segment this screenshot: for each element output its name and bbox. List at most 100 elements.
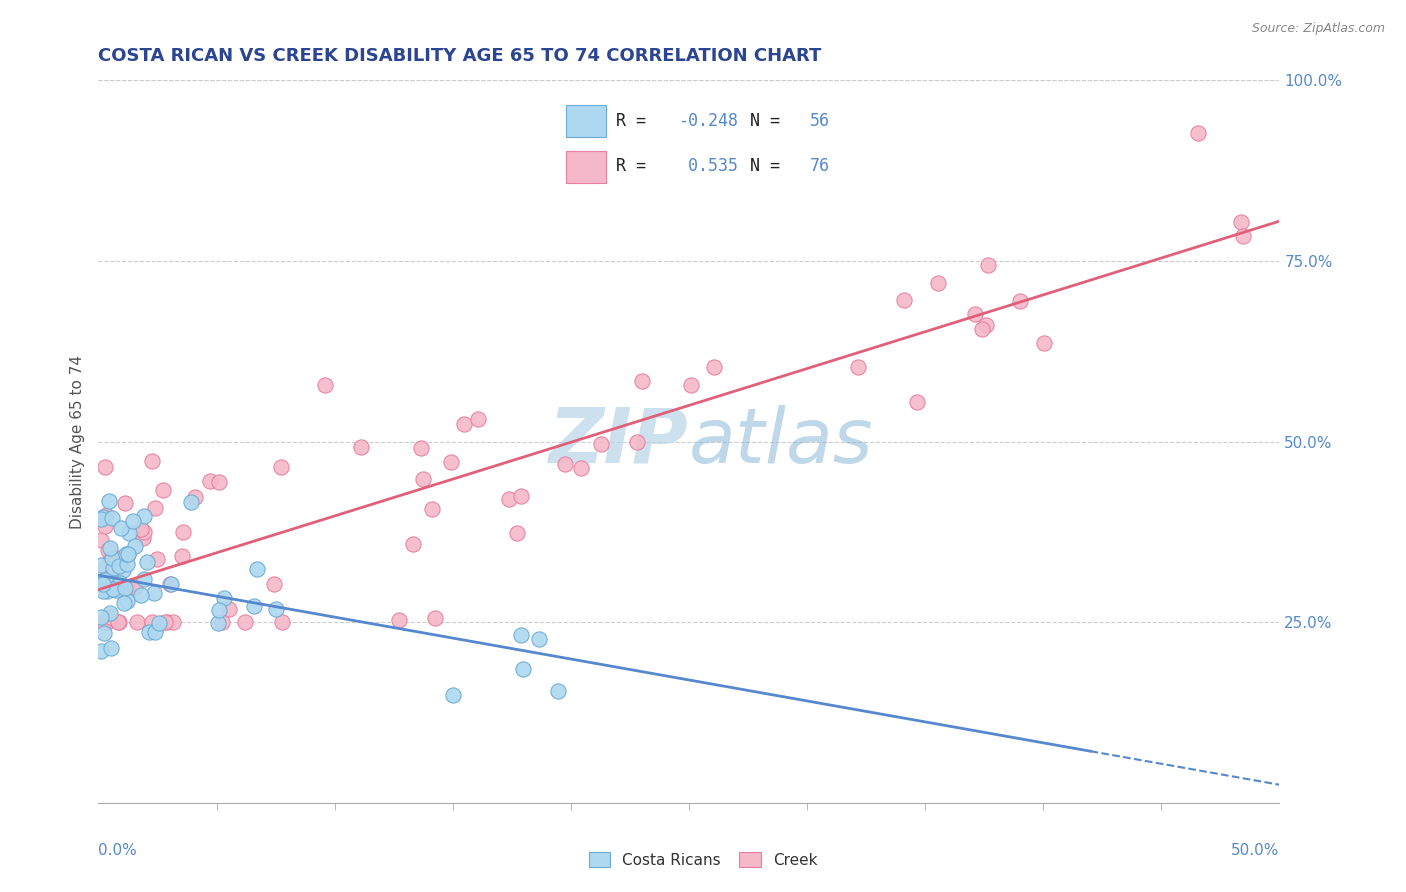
Point [96,584,118,599]
Point [153,615,176,630]
Y-axis label: Disability Age 65 to 74: Disability Age 65 to 74 [69,354,84,529]
Point [243,599,266,613]
Point [212,591,235,605]
Point [132,572,155,586]
Point [1187,126,1209,140]
Point [118,526,141,541]
Point [180,495,202,509]
Point [208,475,231,489]
Point [198,474,221,488]
Point [114,496,136,510]
Point [132,508,155,523]
Point [108,550,131,565]
Point [143,625,166,640]
Point [141,454,163,468]
Point [132,531,155,545]
Point [100,550,122,565]
Point [626,435,648,450]
Point [148,615,170,630]
Point [127,615,149,630]
Point [246,562,269,576]
Point [159,577,181,591]
Point [589,437,612,451]
Point [90,610,112,624]
Point [440,455,463,469]
Point [846,360,869,375]
Point [554,457,576,471]
Point [233,615,256,630]
Point [679,378,702,392]
Point [117,547,139,561]
Point [98,610,121,624]
Point [124,580,146,594]
Point [93,615,115,630]
Point [263,576,285,591]
Point [94,459,117,474]
Point [111,563,134,577]
Point [112,596,135,610]
Point [98,606,121,620]
Text: ZIP: ZIP [550,405,689,478]
Text: COSTA RICAN VS CREEK DISABILITY AGE 65 TO 74 CORRELATION CHART: COSTA RICAN VS CREEK DISABILITY AGE 65 T… [98,47,821,65]
Point [208,603,231,617]
Point [207,616,229,631]
Point [963,307,986,321]
Point [527,632,550,646]
Point [108,615,131,630]
Point [90,558,112,572]
Point [90,533,112,547]
Point [974,318,997,333]
Point [100,641,122,656]
Point [1033,335,1056,350]
Point [184,490,207,504]
Point [402,537,425,551]
Point [893,293,915,307]
Point [141,615,163,630]
Point [703,359,725,374]
Point [122,514,145,528]
Point [94,509,117,524]
Point [569,461,592,475]
Point [412,472,434,486]
Point [970,322,993,336]
Point [100,575,122,590]
Point [506,526,529,541]
Point [425,611,447,625]
Point [271,615,294,630]
Point [115,594,138,608]
Point [441,689,464,703]
Point [108,575,131,590]
Point [129,522,152,536]
Point [218,602,240,616]
Point [146,552,169,566]
Point [143,501,166,516]
Point [134,525,156,540]
Point [411,441,433,455]
Point [115,580,138,594]
Point [453,417,475,432]
Point [94,561,117,575]
Point [388,613,411,627]
Point [510,628,533,642]
Point [152,483,174,498]
Point [90,511,112,525]
Point [97,543,120,558]
Point [94,574,117,588]
Text: 50.0%: 50.0% [1232,843,1279,857]
Point [467,411,489,425]
Point [349,440,371,454]
Point [512,662,534,676]
Point [1232,228,1254,243]
Point [1010,293,1032,308]
Point [101,561,124,575]
Point [93,626,115,640]
Point [104,583,127,598]
Point [103,582,125,596]
Point [129,588,152,602]
Point [96,615,118,630]
Point [905,395,928,409]
Point [977,259,1000,273]
Point [143,586,166,600]
Point [98,494,121,508]
Text: atlas: atlas [689,405,873,478]
